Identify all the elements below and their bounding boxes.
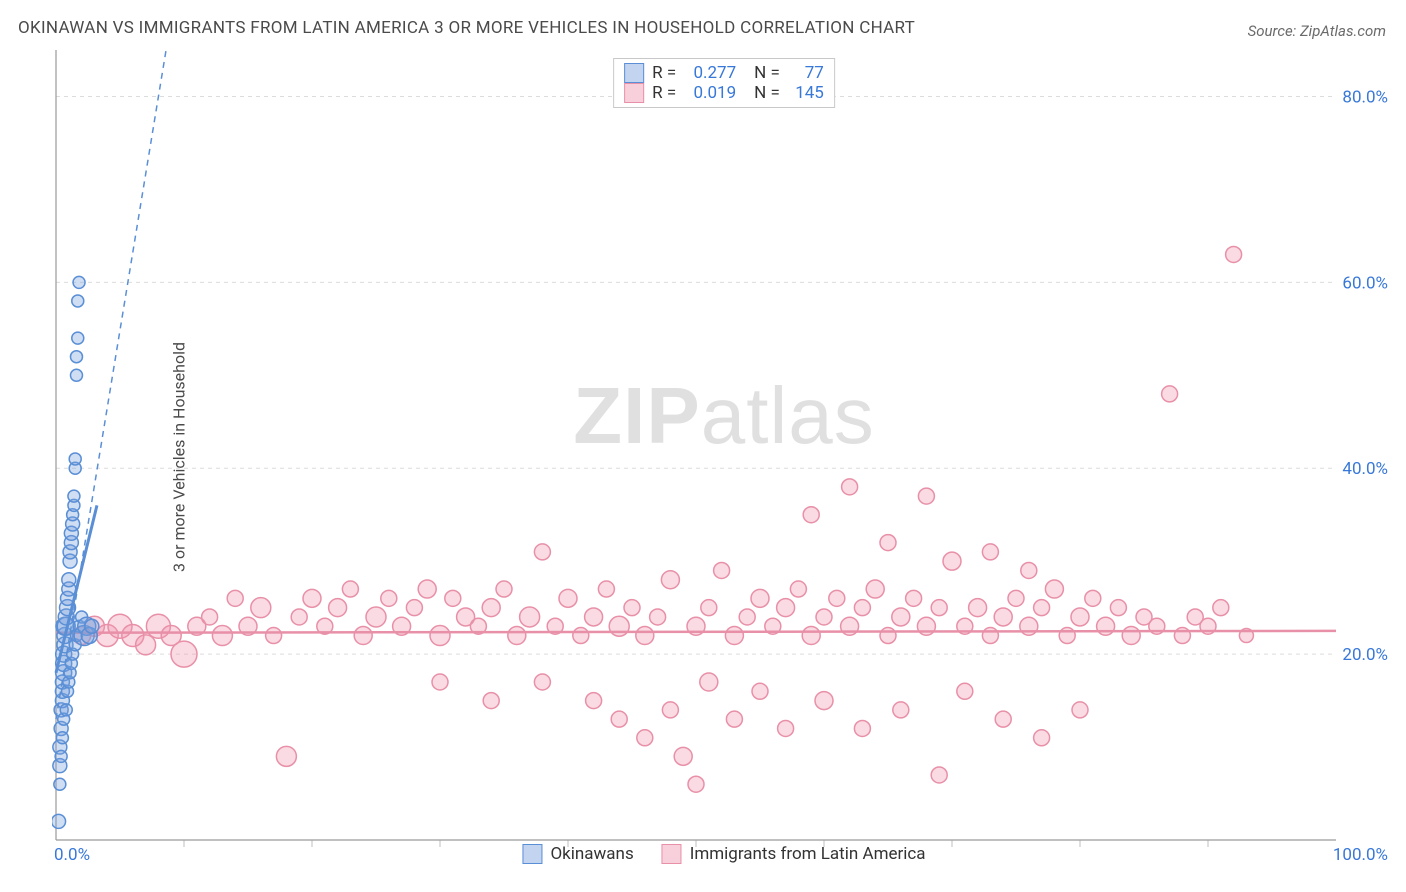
scatter-plot: 20.0% 40.0% 60.0% 80.0% 0.0% 100.0% bbox=[52, 50, 1396, 864]
legend-stats: R =0.277 N =77 R =0.019 N =145 bbox=[613, 58, 835, 108]
stat-r-value-a: 0.277 bbox=[680, 63, 736, 83]
stat-r-value-b: 0.019 bbox=[680, 83, 736, 103]
legend-series: Okinawans Immigrants from Latin America bbox=[522, 844, 925, 864]
source-link[interactable]: ZipAtlas.com bbox=[1300, 22, 1386, 40]
series-a-points bbox=[52, 276, 99, 828]
stat-r-label-a: R = bbox=[652, 63, 676, 83]
svg-text:40.0%: 40.0% bbox=[1342, 459, 1388, 479]
legend-item-b: Immigrants from Latin America bbox=[662, 844, 926, 864]
stat-n-value-b: 145 bbox=[784, 83, 824, 103]
svg-text:80.0%: 80.0% bbox=[1342, 87, 1388, 107]
stat-n-label-a: N = bbox=[754, 63, 780, 83]
legend-swatch-b-bottom bbox=[662, 844, 682, 864]
stat-r-label-b: R = bbox=[652, 83, 676, 103]
svg-text:60.0%: 60.0% bbox=[1342, 273, 1388, 293]
source-label: Source: ZipAtlas.com bbox=[1248, 22, 1386, 40]
legend-label-a: Okinawans bbox=[550, 844, 633, 864]
chart-area: 3 or more Vehicles in Household R =0.277… bbox=[52, 50, 1396, 864]
svg-text:0.0%: 0.0% bbox=[54, 845, 90, 864]
legend-swatch-a-bottom bbox=[522, 844, 542, 864]
stat-n-value-a: 77 bbox=[784, 63, 824, 83]
source-prefix: Source: bbox=[1248, 22, 1300, 40]
stat-n-label-b: N = bbox=[754, 83, 780, 103]
legend-stats-row-a: R =0.277 N =77 bbox=[624, 63, 824, 83]
svg-text:100.0%: 100.0% bbox=[1333, 845, 1388, 864]
legend-stats-row-b: R =0.019 N =145 bbox=[624, 83, 824, 103]
legend-label-b: Immigrants from Latin America bbox=[690, 844, 926, 864]
chart-title: OKINAWAN VS IMMIGRANTS FROM LATIN AMERIC… bbox=[18, 18, 915, 38]
legend-swatch-a bbox=[624, 63, 644, 83]
svg-text:20.0%: 20.0% bbox=[1342, 645, 1388, 665]
series-b-points bbox=[73, 246, 1254, 792]
legend-swatch-b bbox=[624, 83, 644, 103]
legend-item-a: Okinawans bbox=[522, 844, 633, 864]
